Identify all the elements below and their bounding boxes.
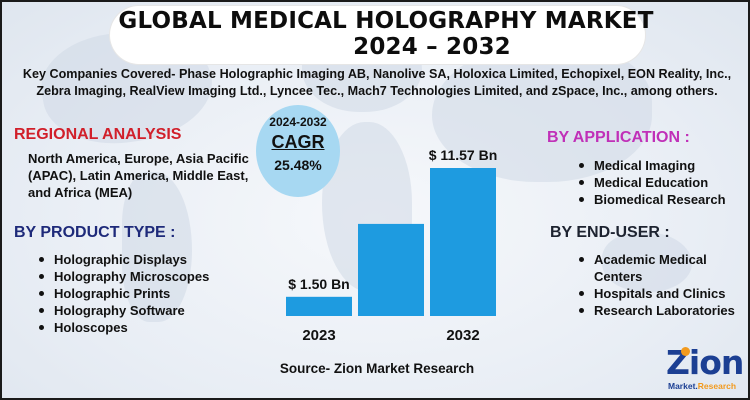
key-companies-text: Key Companies Covered- Phase Holographic… bbox=[22, 67, 732, 98]
page-title: GLOBAL MEDICAL HOLOGRAPHY MARKET bbox=[118, 8, 654, 34]
page-subtitle-years: 2024 – 2032 bbox=[353, 34, 511, 60]
list-item: Holographic Displays bbox=[34, 251, 209, 268]
category-label: 2032 bbox=[446, 327, 479, 344]
list-item: Biomedical Research bbox=[574, 191, 726, 208]
list-item: Holoscopes bbox=[34, 319, 209, 336]
end-user-list: Academic Medical Centers Hospitals and C… bbox=[574, 251, 742, 319]
list-item: Hospitals and Clinics bbox=[574, 285, 742, 302]
cagr-label: CAGR bbox=[271, 132, 325, 152]
title-banner bbox=[110, 6, 645, 64]
product-type-list: Holographic Displays Holography Microsco… bbox=[34, 251, 209, 336]
logo-wordmark: Zion bbox=[666, 343, 744, 382]
world-map-australia bbox=[602, 232, 692, 292]
list-item: Medical Education bbox=[574, 174, 726, 191]
list-item: Medical Imaging bbox=[574, 157, 726, 174]
bar-2032 bbox=[430, 168, 496, 316]
category-label: 2023 bbox=[302, 327, 335, 344]
cagr-badge: 2024-2032 CAGR 25.48% bbox=[256, 105, 340, 197]
bar-value-label: $ 1.50 Bn bbox=[288, 276, 349, 292]
list-item: Holography Microscopes bbox=[34, 268, 209, 285]
world-map-asia bbox=[432, 42, 652, 182]
product-type-title: BY PRODUCT TYPE : bbox=[14, 224, 176, 241]
regional-analysis-text: North America, Europe, Asia Pacific (APA… bbox=[28, 151, 249, 200]
bar-2023 bbox=[286, 296, 352, 316]
list-item: Academic Medical Centers bbox=[574, 251, 742, 285]
logo-subtext: Market.Research bbox=[668, 381, 737, 391]
end-user-title: BY END-USER : bbox=[550, 224, 670, 241]
source-text: Source- Zion Market Research bbox=[279, 361, 475, 376]
list-item: Holographic Prints bbox=[34, 285, 209, 302]
list-item: Research Laboratories bbox=[574, 302, 742, 319]
regional-analysis-title: REGIONAL ANALYSIS bbox=[14, 126, 182, 143]
application-list: Medical Imaging Medical Education Biomed… bbox=[574, 157, 726, 208]
list-item: Holography Software bbox=[34, 302, 209, 319]
logo-dot-icon bbox=[681, 347, 690, 356]
zion-logo: Zion Market.Research bbox=[666, 343, 744, 395]
cagr-value: 25.48% bbox=[274, 157, 322, 173]
cagr-years: 2024-2032 bbox=[269, 115, 327, 129]
application-title: BY APPLICATION : bbox=[547, 129, 690, 146]
world-map-south-america bbox=[122, 172, 192, 322]
